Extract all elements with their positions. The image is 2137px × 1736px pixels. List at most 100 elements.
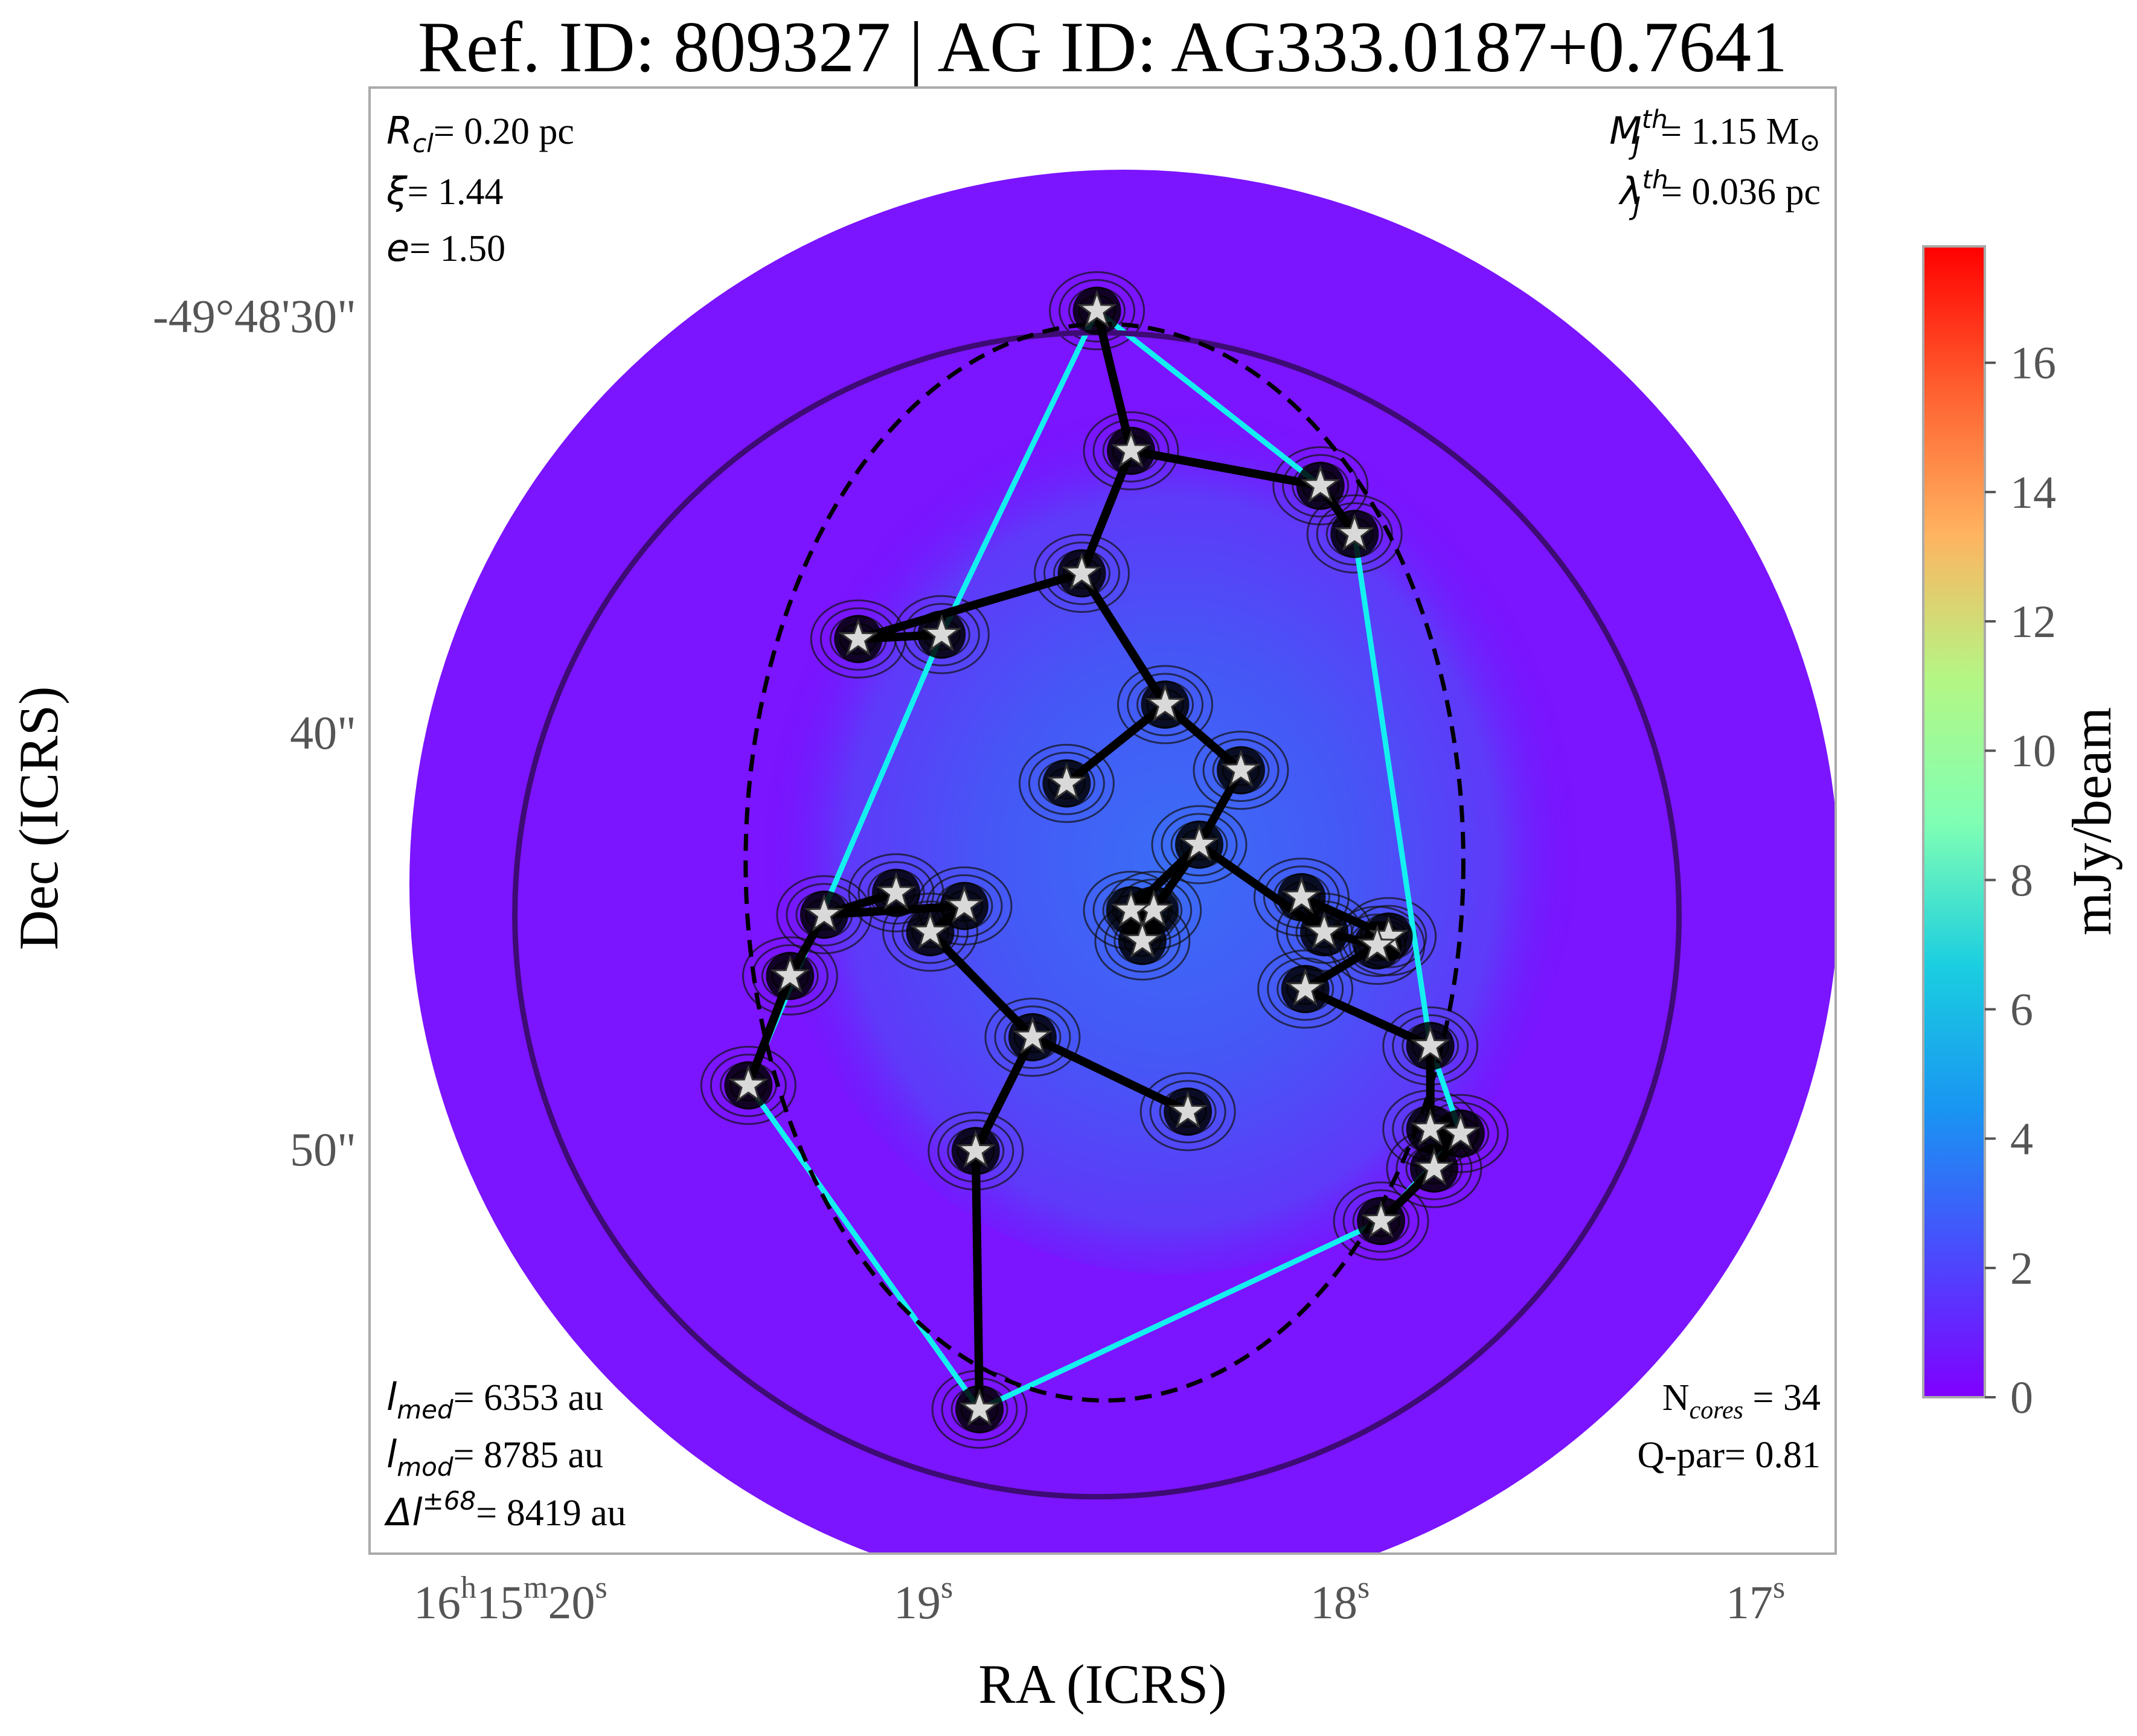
core-star-marker xyxy=(1122,920,1162,958)
core-star-marker xyxy=(728,1064,769,1103)
ann-lmod-symbol: l xyxy=(386,1432,397,1476)
contour-ring xyxy=(1272,446,1369,526)
colorbar: 0 2 4 6 8 10 12 14 16 mJy/beam xyxy=(1922,245,2123,1423)
contour-ring xyxy=(1267,957,1344,1021)
core-star-marker xyxy=(1179,824,1219,862)
colorbar-tick-label: 2 xyxy=(2010,1243,2033,1294)
contour-ring xyxy=(710,1053,787,1117)
ann-ncores-value: = 34 xyxy=(1743,1377,1821,1418)
ann-rcl-value: = 0.20 pc xyxy=(434,111,574,152)
ann-dl-value: = 8419 au xyxy=(476,1493,626,1534)
colorbar-tick-label: 6 xyxy=(2010,985,2033,1036)
svg-text:lmod= 8785 au: lmod= 8785 au xyxy=(386,1432,603,1482)
svg-text:e= 1.50: e= 1.50 xyxy=(386,226,505,270)
svg-text:Q-par= 0.81: Q-par= 0.81 xyxy=(1637,1435,1821,1476)
core-star-marker xyxy=(1285,968,1325,1007)
colorbar-tick-label: 4 xyxy=(2010,1114,2033,1165)
contour-ring xyxy=(1151,805,1248,885)
colorbar-gradient xyxy=(1922,245,1986,1398)
ann-lj-symbol: λ xyxy=(1618,169,1642,213)
contour-ring xyxy=(1049,271,1145,351)
mst-edge xyxy=(854,569,1086,644)
y-tick-label-50: 50" xyxy=(290,1123,356,1176)
plot-area xyxy=(368,86,1837,1555)
svg-text:Ncores = 34: Ncores = 34 xyxy=(1662,1377,1821,1424)
core-star-marker xyxy=(1410,1025,1450,1063)
contour-ring xyxy=(1018,743,1115,823)
core-star-marker xyxy=(1062,552,1102,591)
core-star-marker xyxy=(1441,1112,1481,1151)
y-tick-label-40: 40" xyxy=(290,706,356,759)
annotation-top-right: Mth J = 1.15 M⊙ λth J = 0.036 pc xyxy=(1609,104,1821,221)
annotation-bottom-right: Ncores = 34 Q-par= 0.81 xyxy=(1637,1377,1821,1476)
ann-qpar-value: = 0.81 xyxy=(1725,1435,1821,1476)
core-star-marker xyxy=(955,1130,996,1168)
ann-lmed-value: = 6353 au xyxy=(453,1377,603,1418)
colorbar-tick-label: 0 xyxy=(2010,1372,2033,1423)
contour-ring xyxy=(1257,949,1354,1029)
contour-ring xyxy=(1149,1080,1226,1144)
core-star-marker xyxy=(1168,1091,1208,1129)
colorbar-tick-label: 10 xyxy=(2010,726,2056,777)
colorbar-tick-label: 16 xyxy=(2010,338,2056,389)
core-star-marker xyxy=(1145,684,1185,722)
contour-ring xyxy=(1193,731,1289,810)
contour-ring xyxy=(1127,673,1204,737)
core-star-marker xyxy=(1410,1108,1450,1146)
mst-edge xyxy=(926,927,1037,1042)
x-tick-label-19s: 19s xyxy=(894,1571,953,1629)
ann-ncores-sub: cores xyxy=(1690,1397,1743,1424)
ann-qpar-label: Q-par xyxy=(1637,1435,1725,1476)
core-star-marker xyxy=(770,955,810,993)
contour-ring xyxy=(994,1005,1071,1069)
core-star-marker xyxy=(838,618,879,656)
core-star-marker xyxy=(1334,513,1375,551)
ann-lmed-sub: med xyxy=(397,1395,453,1424)
y-axis-label: Dec (ICRS) xyxy=(8,687,69,950)
mst-edge xyxy=(1028,1033,1193,1116)
core-star-marker xyxy=(1111,889,1151,927)
ann-e-value: = 1.50 xyxy=(409,228,505,269)
core-star-marker xyxy=(876,872,916,910)
ann-xi-value: = 1.44 xyxy=(408,171,504,213)
ann-dl-symbol: Δl xyxy=(384,1490,423,1534)
core-star-marker xyxy=(1111,430,1151,468)
x-tick-label-20s: 16h15m20s xyxy=(414,1571,607,1629)
ann-rcl-sub: cl xyxy=(412,129,434,158)
ann-lmod-value: = 8785 au xyxy=(453,1435,603,1476)
ann-lmed-symbol: l xyxy=(386,1375,397,1419)
core-star-marker xyxy=(1221,749,1261,787)
contour-ring xyxy=(848,853,944,933)
core-star-marker xyxy=(921,613,962,652)
x-tick-label-17s: 17s xyxy=(1726,1571,1785,1629)
svg-text:ξ= 1.44: ξ= 1.44 xyxy=(386,169,504,213)
contour-ring xyxy=(1092,419,1170,483)
core-star-marker xyxy=(944,885,984,923)
mst-edge xyxy=(1077,569,1170,709)
contour-ring xyxy=(1139,1072,1236,1151)
mst-edge xyxy=(971,1147,984,1414)
contour-ring xyxy=(984,998,1081,1077)
svg-text:Rcl= 0.20 pc: Rcl= 0.20 pc xyxy=(386,109,574,158)
ann-xi-symbol: ξ xyxy=(386,169,408,213)
core-star-marker xyxy=(1304,911,1344,949)
contour-ring xyxy=(1059,279,1136,343)
mst-edge xyxy=(1127,446,1325,490)
ann-dl-sup: ±68 xyxy=(423,1486,476,1516)
core-star-marker xyxy=(960,1388,999,1426)
ann-lj-value: = 0.036 pc xyxy=(1661,171,1821,213)
contour-ring xyxy=(1333,1181,1429,1261)
colorbar-tick-label: 8 xyxy=(2010,855,2033,906)
x-tick-label-18s: 18s xyxy=(1310,1571,1370,1629)
y-tick-label-30: -49°48'30" xyxy=(153,290,356,342)
svg-text:Δl±68= 8419 au: Δl±68= 8419 au xyxy=(384,1486,626,1534)
core-star-marker xyxy=(804,894,844,932)
core-star-marker xyxy=(1013,1016,1052,1054)
ann-rcl-symbol: R xyxy=(386,109,412,153)
x-axis: 16h15m20s 19s 18s 17s RA (ICRS) xyxy=(414,1571,1785,1715)
core-star-marker xyxy=(1300,464,1341,503)
contour-ring xyxy=(1117,665,1214,745)
core-star-marker xyxy=(1046,762,1087,801)
